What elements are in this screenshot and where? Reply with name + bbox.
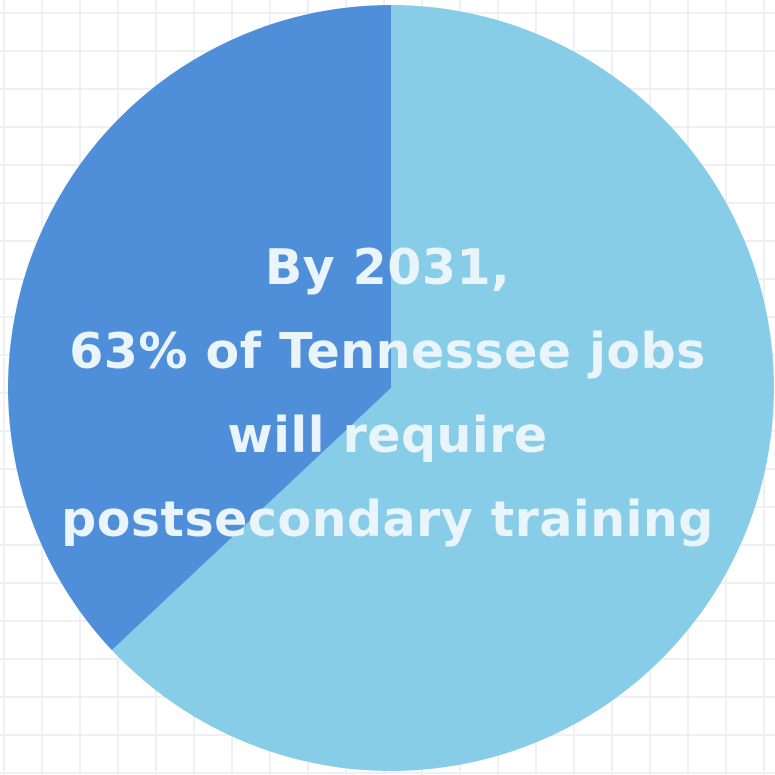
annotation-line-4: postsecondary training	[61, 491, 714, 548]
pie-annotation: By 2031, 63% of Tennessee jobs will requ…	[0, 226, 775, 562]
pie-slice-2	[8, 5, 392, 651]
annotation-line-2: 63% of Tennessee jobs	[69, 323, 706, 380]
pie-slice-1	[111, 5, 775, 772]
annotation-line-1: By 2031,	[264, 239, 511, 296]
annotation-line-3: will require	[227, 407, 548, 464]
